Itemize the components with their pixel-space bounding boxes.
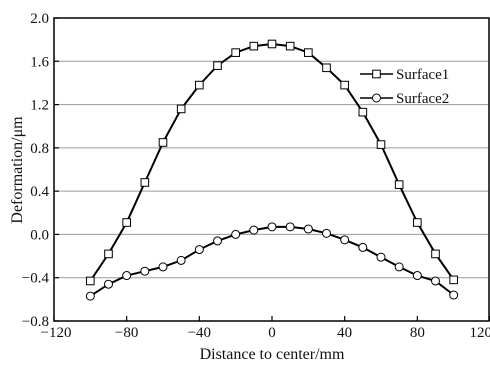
y-tick-label: 0.4 (30, 184, 49, 200)
y-tick-label: 2.0 (30, 11, 49, 27)
legend: Surface1 Surface2 (360, 67, 449, 107)
series-layer (85, 39, 459, 301)
y-tick-label: −0.8 (22, 314, 49, 330)
data-point (176, 104, 186, 114)
series-2 (85, 222, 459, 301)
data-point (176, 255, 186, 265)
data-point (104, 249, 113, 259)
data-point (122, 271, 132, 281)
data-point (267, 222, 277, 232)
legend-label: Surface1 (396, 67, 449, 83)
data-point (213, 236, 222, 246)
x-tick-label: −120 (41, 325, 72, 341)
y-axis: −0.8 −0.4 0.0 0.4 0.8 1.2 1.6 2.0 (22, 11, 59, 330)
series-line (89, 225, 455, 297)
data-point (413, 218, 422, 227)
data-point (376, 140, 386, 149)
data-point (249, 41, 259, 51)
legend-label: Surface2 (396, 91, 449, 107)
data-point (231, 48, 240, 57)
data-point (104, 279, 113, 289)
y-tick-label: 1.2 (30, 98, 49, 114)
legend-item: Surface1 (360, 67, 449, 83)
legend-marker (372, 69, 381, 79)
y-axis-title: Deformation/μm (9, 116, 26, 224)
y-tick-label: 0.0 (30, 227, 49, 243)
data-point (158, 262, 168, 272)
plot-frame (53, 17, 490, 322)
y-tick-label: −0.4 (22, 271, 50, 287)
data-point (449, 275, 458, 285)
y-tick-label: 0.8 (30, 141, 49, 157)
data-point (140, 266, 150, 276)
data-point (213, 61, 222, 70)
y-tick-label: 1.6 (30, 54, 49, 70)
data-point (449, 290, 459, 300)
data-point (376, 252, 386, 262)
data-point (394, 262, 404, 272)
x-axis-title: Distance to center/mm (200, 346, 345, 363)
legend-item: Surface2 (360, 91, 449, 107)
data-point (231, 229, 241, 239)
x-tick-label: −40 (188, 325, 211, 341)
series-1 (86, 39, 458, 286)
data-point (431, 249, 440, 259)
data-point (194, 245, 204, 255)
data-point (85, 291, 95, 301)
data-point (304, 48, 313, 57)
data-point (140, 178, 150, 187)
data-point (358, 107, 368, 117)
data-point (322, 63, 331, 73)
data-point (303, 224, 313, 234)
x-tick-label: 40 (337, 325, 352, 341)
legend-marker (372, 93, 381, 103)
data-point (322, 228, 331, 238)
data-point (249, 225, 259, 235)
x-axis: −120 −80 −40 0 40 80 120 (41, 316, 490, 341)
x-tick-label: 120 (470, 325, 490, 341)
data-point (394, 180, 404, 189)
x-tick-label: 80 (410, 325, 425, 341)
data-point (340, 235, 350, 245)
data-point (267, 39, 277, 49)
data-point (158, 138, 168, 147)
x-tick-label: 0 (268, 325, 276, 341)
data-point (195, 80, 204, 90)
data-point (285, 222, 295, 232)
data-point (122, 218, 131, 227)
data-point (340, 80, 349, 90)
data-point (431, 276, 440, 286)
data-point (358, 242, 368, 252)
data-point (86, 276, 95, 286)
x-tick-label: −80 (115, 325, 138, 341)
data-point (412, 271, 422, 281)
data-point (285, 41, 295, 51)
